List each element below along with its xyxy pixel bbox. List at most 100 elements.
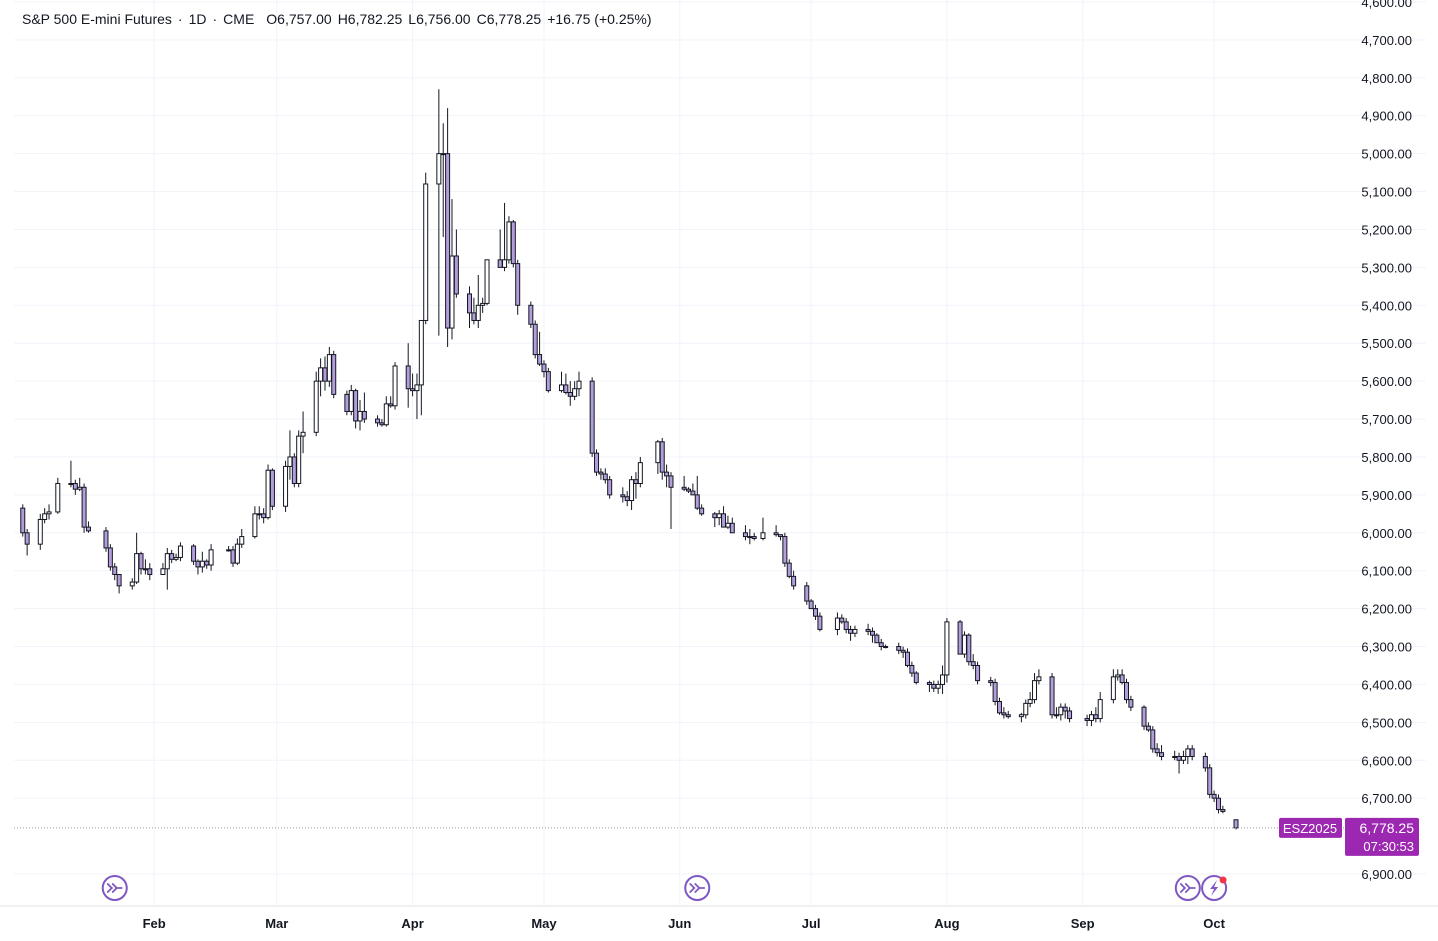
- price-tick-label: 6,200.00: [1361, 602, 1412, 617]
- candle-body: [773, 532, 779, 536]
- candle: [843, 618, 849, 634]
- arrow-glyph: [106, 883, 123, 893]
- candle-body: [1150, 729, 1156, 750]
- price-tick-label: 5,000.00: [1361, 147, 1412, 162]
- candle: [1067, 707, 1073, 723]
- candle-body: [878, 642, 884, 648]
- lightning-glyph: [1210, 880, 1219, 896]
- symbol-legend: S&P 500 E-mini Futures · 1D · CME O6,757…: [22, 11, 652, 27]
- candle: [773, 525, 779, 537]
- candle-body: [883, 646, 889, 649]
- candle-body: [177, 545, 183, 558]
- candle-body: [506, 221, 512, 261]
- candle: [112, 563, 118, 581]
- candle: [664, 464, 670, 488]
- candle: [467, 286, 473, 329]
- candle-body: [1211, 793, 1217, 799]
- lightning-icon[interactable]: [1201, 875, 1228, 901]
- candle: [1027, 692, 1033, 708]
- candle-body: [926, 682, 932, 685]
- candle-body: [1023, 702, 1029, 716]
- time-tick-label: Sep: [1071, 916, 1095, 931]
- time-axis[interactable]: Feb Mar Apr May Jun Jul Aug Sep Oct: [0, 905, 1438, 931]
- candle-body: [1154, 748, 1160, 754]
- candle: [1097, 692, 1103, 723]
- candle: [1150, 726, 1156, 753]
- candle: [528, 301, 534, 329]
- candle: [808, 599, 814, 610]
- price-axis[interactable]: 4,600.00 4,700.00 4,800.00 4,900.00 5,000.00…: [1361, 0, 1412, 882]
- candle-body: [1176, 755, 1182, 761]
- candle: [81, 483, 87, 533]
- candle: [594, 449, 600, 476]
- price-badge-countdown: 07:30:53: [1363, 839, 1414, 854]
- candle: [191, 544, 197, 566]
- candle-body: [545, 371, 551, 392]
- dividend-arrow-icon[interactable]: [1174, 875, 1201, 901]
- candle-body: [1110, 676, 1116, 701]
- candle: [107, 544, 113, 571]
- candle: [970, 654, 976, 670]
- candle: [1189, 745, 1195, 761]
- candle-body: [760, 532, 766, 539]
- candle: [874, 633, 880, 644]
- candle-body: [834, 617, 840, 630]
- candle: [1018, 712, 1024, 723]
- candle-body: [1180, 755, 1186, 761]
- candle-body: [808, 600, 814, 610]
- dividend-arrow-icon[interactable]: [101, 875, 128, 901]
- candle-body: [686, 488, 692, 492]
- candle: [160, 563, 166, 575]
- candle: [935, 680, 941, 694]
- price-tick-label: 6,300.00: [1361, 640, 1412, 655]
- candle: [940, 665, 946, 694]
- price-badge-value: 6,778.25: [1360, 820, 1415, 836]
- candle-body: [940, 674, 946, 685]
- candle: [620, 487, 626, 503]
- candle: [383, 396, 389, 427]
- price-tick-label: 4,600.00: [1361, 0, 1412, 10]
- candle-body: [283, 465, 289, 507]
- candle: [607, 475, 613, 499]
- candle-body: [594, 452, 600, 473]
- candle: [681, 475, 687, 492]
- candle-body: [252, 513, 258, 538]
- symbol-name[interactable]: S&P 500 E-mini Futures: [22, 11, 172, 27]
- candle: [817, 612, 823, 632]
- candle: [782, 532, 788, 567]
- candle: [24, 528, 30, 556]
- interval-label[interactable]: 1D: [188, 11, 207, 27]
- candle-body: [20, 507, 26, 534]
- candle: [537, 331, 543, 366]
- candle-body: [1220, 809, 1226, 812]
- candle-body: [1067, 710, 1073, 720]
- price-tick-label: 6,900.00: [1361, 867, 1412, 882]
- candle-body: [318, 367, 324, 382]
- candle-body: [913, 672, 919, 684]
- price-tick-label: 5,500.00: [1361, 336, 1412, 351]
- candle: [1159, 745, 1165, 761]
- candle-body: [129, 581, 135, 587]
- candle: [865, 623, 871, 636]
- candle-body: [537, 354, 543, 365]
- candle: [291, 453, 297, 488]
- candle: [375, 415, 381, 427]
- candle-body: [445, 153, 451, 329]
- candle: [668, 472, 674, 529]
- candle: [975, 661, 981, 685]
- candle-body: [497, 259, 503, 268]
- dividend-arrow-icon[interactable]: [684, 875, 711, 901]
- candle-body: [195, 560, 201, 568]
- candle-body: [449, 255, 455, 329]
- candle-body: [1049, 676, 1055, 716]
- candle: [751, 532, 757, 541]
- candle-body: [664, 471, 670, 477]
- price-tick-label: 5,800.00: [1361, 450, 1412, 465]
- price-tick-label: 5,100.00: [1361, 185, 1412, 200]
- grid-lines: [14, 0, 1426, 905]
- candle: [852, 625, 858, 638]
- candle-body: [1119, 674, 1125, 684]
- candle: [129, 578, 135, 590]
- time-tick-label: Oct: [1203, 916, 1225, 931]
